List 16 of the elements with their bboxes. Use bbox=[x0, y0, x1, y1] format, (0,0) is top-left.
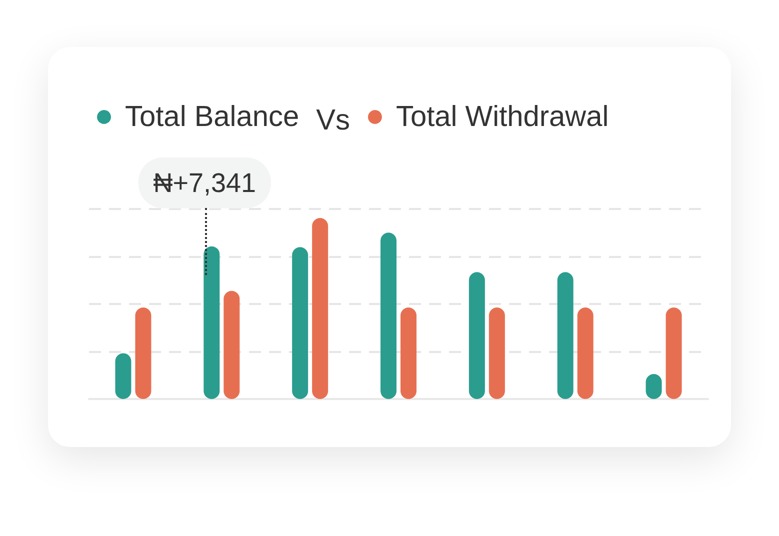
legend-label: Total Balance bbox=[125, 101, 300, 133]
bar bbox=[488, 307, 505, 399]
bar bbox=[292, 247, 308, 399]
bar bbox=[380, 232, 396, 399]
data-label: ₦+7,341 bbox=[153, 168, 256, 198]
bar bbox=[135, 307, 152, 399]
bar bbox=[468, 272, 485, 399]
bar bbox=[204, 246, 220, 399]
bar bbox=[400, 307, 416, 399]
bar bbox=[557, 272, 574, 399]
text: Vs bbox=[316, 104, 350, 136]
legend-label: Total Withdrawal bbox=[396, 101, 609, 133]
bar bbox=[577, 307, 594, 399]
bar bbox=[312, 218, 328, 399]
bar bbox=[224, 290, 240, 399]
bar bbox=[666, 307, 682, 399]
